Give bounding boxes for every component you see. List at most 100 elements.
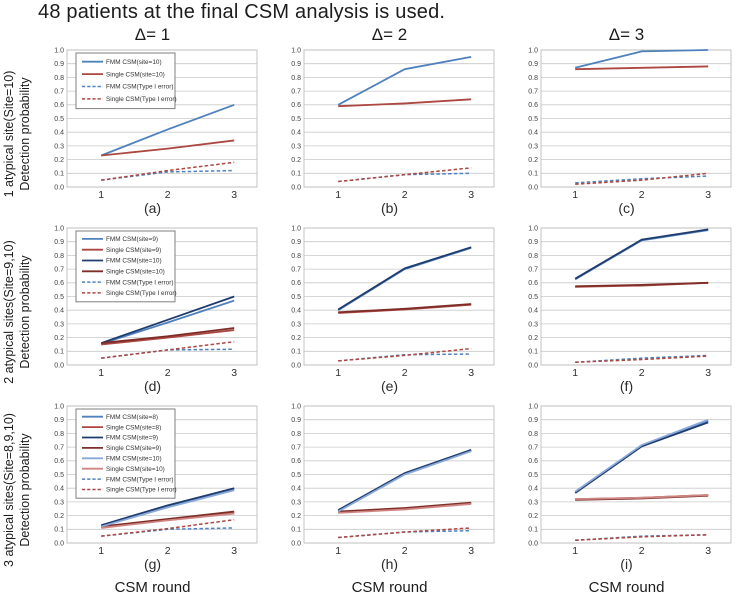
x-axis-title-col3: CSM round [588, 579, 665, 596]
chart-row-1: 1 atypical site(Site=10) Detection proba… [0, 45, 745, 223]
chart-b-caption: (b) [380, 200, 399, 216]
series-line [338, 501, 472, 513]
chart-h-plot: 1.0 0.9 0.8 0.7 0.6 0.5 0.4 0.3 0.2 0.1 0.0 1 2 3 [277, 401, 502, 558]
row-label-3: 3 atypical sites(Site=8,9,10) Detection … [0, 401, 34, 579]
x-tick-label: 1 [98, 367, 104, 379]
y-tick-label: 0.6 [54, 458, 64, 465]
plot-border [66, 49, 258, 188]
series-line [101, 329, 235, 346]
y-tick-label: 0.6 [528, 280, 538, 287]
series-line [575, 494, 709, 501]
y-tick-label: 0.0 [54, 540, 64, 547]
y-tick-label: 0.4 [291, 486, 301, 493]
chart-f: 1.0 0.9 0.8 0.7 0.6 0.5 0.4 0.3 0.2 0.1 0.0 1 2 3 (f) [508, 223, 745, 401]
y-tick-label: 0.0 [291, 362, 301, 369]
series-line [101, 169, 235, 181]
gridlines: 1.0 0.9 0.8 0.7 0.6 0.5 0.4 0.3 0.2 0.1 0.0 [291, 225, 494, 369]
series-line [101, 139, 235, 157]
series-line [337, 448, 472, 511]
chart-d: 1.0 0.9 0.8 0.7 0.6 0.5 0.4 0.3 0.2 0.1 0.0 1 2 3 FMM … [34, 223, 271, 401]
y-tick-label: 0.6 [528, 458, 538, 465]
legend: FMM CSM(site=8) Single CSM(site=8) FMM CSM… [75, 408, 177, 499]
legend-label: Single CSM(site=9) [106, 247, 161, 254]
chart-g: 1.0 0.9 0.8 0.7 0.6 0.5 0.4 0.3 0.2 0.1 0.0 1 2 3 FMM … [34, 401, 271, 579]
chart-row-2: 2 atypical sites(Site=9,10) Detection pr… [0, 223, 745, 401]
figure-title: 48 patients at the final CSM analysis is… [38, 1, 446, 23]
gridlines: 1.0 0.9 0.8 0.7 0.6 0.5 0.4 0.3 0.2 0.1 0.0 [528, 225, 731, 369]
y-tick-label: 0.9 [54, 61, 64, 68]
chart-c-plot: 1.0 0.9 0.8 0.7 0.6 0.5 0.4 0.3 0.2 0.1 0.0 1 2 3 [514, 45, 739, 202]
y-tick-label: 0.0 [528, 184, 538, 191]
x-tick-label: 1 [572, 189, 578, 201]
series-line [575, 355, 709, 364]
series-line [575, 65, 709, 71]
series-line [338, 167, 472, 183]
chart-a-caption: (a) [143, 200, 162, 216]
y-tick-label: 0.0 [291, 184, 301, 191]
series-line [100, 489, 235, 528]
y-tick-label: 0.8 [54, 75, 64, 82]
y-tick-label: 0.3 [291, 143, 301, 150]
series-line [338, 527, 472, 539]
series-line [100, 103, 235, 157]
series-line [338, 98, 472, 108]
x-tick-label: 3 [468, 189, 474, 201]
legend-label: FMM CSM(site=10) [106, 59, 162, 66]
x-tick-label: 3 [231, 367, 237, 379]
y-tick-label: 1.0 [291, 225, 301, 232]
y-axis-title: Detection probability [18, 77, 32, 191]
y-tick-label: 1.0 [528, 403, 538, 410]
plot-border [66, 405, 258, 544]
series-line [574, 418, 709, 493]
y-tick-label: 0.3 [54, 143, 64, 150]
row-label-2: 2 atypical sites(Site=9,10) Detection pr… [0, 223, 34, 401]
y-tick-label: 0.1 [528, 171, 538, 178]
x-tick-label: 3 [705, 189, 711, 201]
legend-label: Single CSM(site=9) [106, 445, 161, 452]
legend-label: FMM CSM(site=9) [106, 435, 158, 442]
y-tick-label: 0.7 [291, 445, 301, 452]
legend-label: FMM CSM(site=9) [106, 236, 158, 243]
legend-label: FMM CSM(site=10) [106, 456, 162, 463]
y-tick-label: 0.2 [54, 513, 64, 520]
x-tick-label: 3 [231, 189, 237, 201]
chart-d-caption: (d) [143, 378, 162, 394]
series-line [101, 161, 235, 181]
y-tick-label: 0.5 [291, 116, 301, 123]
chart-e: 1.0 0.9 0.8 0.7 0.6 0.5 0.4 0.3 0.2 0.1 0.0 1 2 3 (e) [271, 223, 508, 401]
y-tick-label: 0.7 [528, 445, 538, 452]
legend-label: Single CSM(Type I error) [106, 96, 177, 103]
y-tick-label: 0.8 [291, 431, 301, 438]
y-tick-label: 0.4 [54, 308, 64, 315]
y-tick-label: 0.9 [54, 239, 64, 246]
legend-label: Single CSM(site=10) [106, 71, 165, 78]
series-line [575, 172, 709, 186]
y-tick-label: 0.4 [528, 130, 538, 137]
chart-f-caption: (f) [619, 378, 634, 394]
chart-b-plot: 1.0 0.9 0.8 0.7 0.6 0.5 0.4 0.3 0.2 0.1 0.0 1 2 3 [277, 45, 502, 202]
y-tick-label: 0.8 [54, 431, 64, 438]
series-line [101, 340, 235, 359]
y-tick-label: 0.5 [528, 116, 538, 123]
series-line [575, 175, 709, 184]
x-tick-label: 3 [705, 545, 711, 557]
y-tick-label: 0.9 [528, 61, 538, 68]
x-tick-label: 2 [165, 189, 171, 201]
plot-border [303, 405, 495, 544]
chart-i: 1.0 0.9 0.8 0.7 0.6 0.5 0.4 0.3 0.2 0.1 0.0 1 2 3 (i) [508, 401, 745, 579]
y-tick-label: 0.6 [291, 280, 301, 287]
y-tick-label: 0.6 [54, 102, 64, 109]
x-tick-label: 2 [165, 545, 171, 557]
x-axis-labels: CSM round CSM round CSM round [34, 579, 745, 596]
y-tick-label: 0.9 [528, 417, 538, 424]
chart-i-plot: 1.0 0.9 0.8 0.7 0.6 0.5 0.4 0.3 0.2 0.1 0.0 1 2 3 [514, 401, 739, 558]
y-tick-label: 0.0 [528, 362, 538, 369]
y-tick-label: 0.8 [291, 253, 301, 260]
legend: FMM CSM(site=9) Single CSM(site=9) FMM CSM… [75, 230, 177, 303]
y-tick-label: 0.1 [54, 349, 64, 356]
y-tick-label: 1.0 [528, 47, 538, 54]
y-tick-label: 0.1 [528, 527, 538, 534]
y-tick-label: 0.8 [528, 75, 538, 82]
y-tick-label: 0.1 [54, 527, 64, 534]
row-label-1: 1 atypical site(Site=10) Detection proba… [0, 45, 34, 223]
